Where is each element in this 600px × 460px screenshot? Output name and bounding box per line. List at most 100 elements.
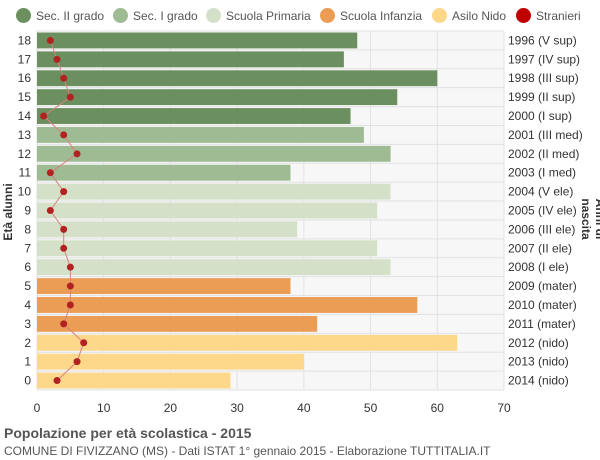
stranieri-point-age-10 xyxy=(60,188,68,196)
legend-label: Asilo Nido xyxy=(452,8,507,23)
y-tick-label-birth: 2004 (V ele) xyxy=(508,185,573,199)
legend-swatch xyxy=(16,8,31,23)
bar-age-14 xyxy=(37,108,351,124)
y-tick-label-birth: 2001 (III med) xyxy=(508,128,583,142)
y-tick-label-age: 3 xyxy=(24,317,31,331)
legend-swatch xyxy=(206,8,221,23)
y-tick-label-age: 14 xyxy=(18,109,32,123)
stranieri-point-age-5 xyxy=(66,282,74,290)
legend-swatch xyxy=(320,8,335,23)
bar-age-1 xyxy=(37,353,304,370)
y-tick-label-age: 15 xyxy=(18,90,32,104)
y-tick-label-age: 12 xyxy=(18,147,32,161)
y-tick-label-age: 6 xyxy=(24,260,31,274)
y-tick-label-age: 18 xyxy=(18,33,32,47)
y-tick-label-age: 2 xyxy=(24,336,31,350)
y-tick-label-age: 8 xyxy=(24,222,31,236)
stranieri-point-age-13 xyxy=(60,131,68,139)
bar-age-13 xyxy=(37,126,364,143)
stranieri-point-age-1 xyxy=(73,358,81,366)
bar-age-16 xyxy=(37,70,438,87)
stranieri-point-age-4 xyxy=(66,301,74,309)
y-tick-label-birth: 2011 (mater) xyxy=(508,317,576,331)
y-axis-label-right: Anni di nascita xyxy=(579,198,600,240)
chart-title: Popolazione per età scolastica - 2015 xyxy=(4,425,252,441)
y-tick-label-birth: 2000 (I sup) xyxy=(508,109,572,123)
x-tick-label: 20 xyxy=(164,401,178,415)
y-tick-label-birth: 2007 (II ele) xyxy=(508,241,572,255)
y-tick-label-birth: 2006 (III ele) xyxy=(508,222,575,236)
bar-age-5 xyxy=(37,278,291,295)
legend-item-asilo-nido: Asilo Nido xyxy=(432,8,506,23)
legend-label: Scuola Infanzia xyxy=(340,8,423,23)
legend-label: Stranieri xyxy=(536,8,581,23)
x-tick-label: 40 xyxy=(297,401,311,415)
legend: Sec. II grado Sec. I grado Scuola Primar… xyxy=(0,0,600,30)
y-tick-label-birth: 1997 (IV sup) xyxy=(508,52,580,66)
y-tick-label-age: 9 xyxy=(24,204,31,218)
y-tick-label-birth: 2008 (I ele) xyxy=(508,260,569,274)
stranieri-point-age-8 xyxy=(60,225,68,233)
legend-item-stranieri: Stranieri xyxy=(516,8,581,23)
x-tick-label: 70 xyxy=(497,401,511,415)
bar-age-0 xyxy=(37,372,231,389)
y-tick-label-age: 16 xyxy=(18,71,32,85)
y-tick-label-birth: 1999 (II sup) xyxy=(508,90,575,104)
stranieri-point-age-17 xyxy=(53,55,61,63)
bar-age-6 xyxy=(37,259,391,276)
bar-age-7 xyxy=(37,240,378,257)
legend-swatch xyxy=(113,8,128,23)
stranieri-point-age-16 xyxy=(60,74,68,82)
y-axis-label-left: Età alunni xyxy=(1,183,15,241)
y-tick-label-birth: 2002 (II med) xyxy=(508,147,579,161)
bar-age-4 xyxy=(37,297,418,313)
y-tick-label-age: 0 xyxy=(24,374,31,388)
y-tick-label-birth: 2009 (mater) xyxy=(508,279,577,293)
bar-age-17 xyxy=(37,51,344,68)
legend-label: Sec. II grado xyxy=(36,8,105,23)
y-tick-label-birth: 2005 (IV ele) xyxy=(508,204,577,218)
bar-age-3 xyxy=(37,315,318,332)
y-tick-label-birth: 1998 (III sup) xyxy=(508,71,579,85)
bar-age-12 xyxy=(37,145,391,162)
stranieri-point-age-2 xyxy=(80,339,88,347)
stranieri-point-age-12 xyxy=(73,150,81,158)
bar-age-8 xyxy=(37,221,298,238)
y-tick-label-age: 17 xyxy=(18,52,32,66)
y-tick-label-age: 5 xyxy=(24,279,31,293)
bar-age-2 xyxy=(37,334,458,351)
y-tick-label-birth: 2013 (nido) xyxy=(508,355,569,369)
stranieri-point-age-3 xyxy=(60,320,68,328)
stranieri-point-age-11 xyxy=(46,169,54,177)
legend-item-sec-i-grado: Sec. I grado xyxy=(113,8,198,23)
y-tick-label-birth: 2014 (nido) xyxy=(508,374,569,388)
legend-label: Sec. I grado xyxy=(133,8,198,23)
stranieri-point-age-6 xyxy=(66,263,74,271)
legend-swatch xyxy=(516,8,531,23)
y-tick-label-birth: 1996 (V sup) xyxy=(508,33,577,47)
stranieri-point-age-15 xyxy=(66,93,74,101)
legend-swatch xyxy=(432,8,447,23)
stranieri-point-age-18 xyxy=(46,36,54,44)
bar-age-15 xyxy=(37,89,398,106)
stranieri-point-age-9 xyxy=(46,207,54,214)
x-tick-label: 60 xyxy=(431,401,445,415)
stranieri-point-age-7 xyxy=(60,244,68,252)
legend-item-scuola-infanzia: Scuola Infanzia xyxy=(320,8,422,23)
legend-item-scuola-primaria: Scuola Primaria xyxy=(206,8,311,23)
legend-label: Scuola Primaria xyxy=(226,8,311,23)
y-tick-label-age: 4 xyxy=(24,298,31,312)
y-tick-label-age: 13 xyxy=(18,128,32,142)
y-tick-label-age: 7 xyxy=(24,241,31,255)
y-tick-label-birth: 2003 (I med) xyxy=(508,166,576,180)
x-tick-label: 30 xyxy=(230,401,244,415)
stranieri-point-age-0 xyxy=(53,377,61,385)
y-tick-label-age: 11 xyxy=(19,166,32,180)
bar-age-9 xyxy=(37,202,378,219)
legend-item-sec-ii-grado: Sec. II grado xyxy=(16,8,104,23)
y-tick-label-birth: 2012 (nido) xyxy=(508,336,569,350)
x-tick-label: 50 xyxy=(364,401,378,415)
x-tick-label: 0 xyxy=(34,401,41,415)
bar-age-10 xyxy=(37,183,391,200)
